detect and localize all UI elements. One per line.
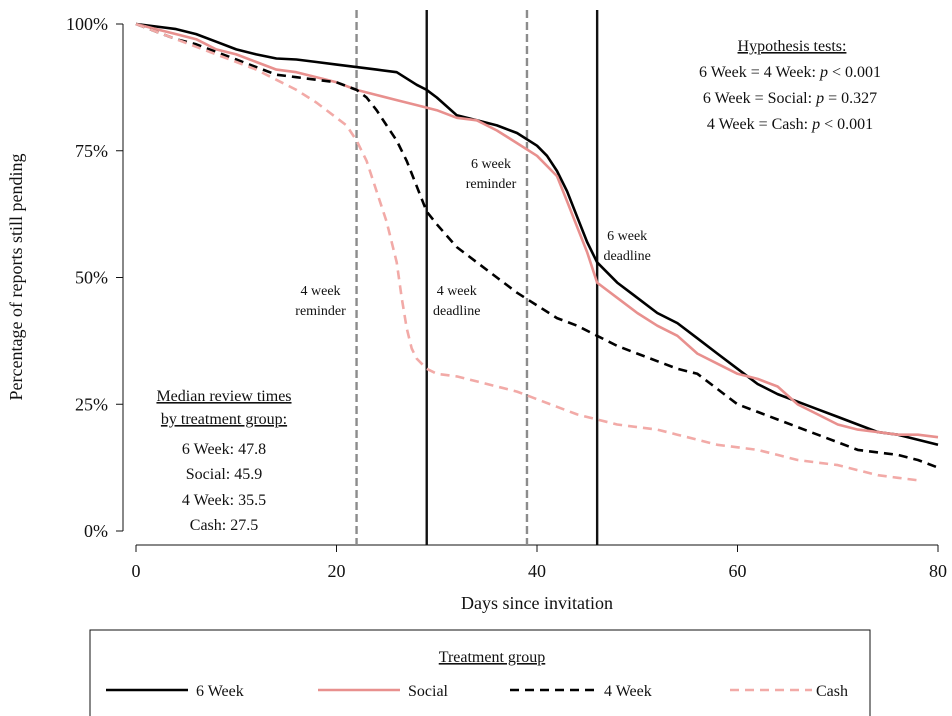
x-tick-label: 0 [132,561,141,581]
reference-line-label: deadline [433,304,480,319]
legend: Treatment group 6 Week Social 4 Week Cash [89,629,871,716]
x-tick-label: 80 [929,561,947,581]
x-axis-title: Days since invitation [461,593,613,613]
y-tick-label: 50% [75,268,108,288]
series-line-4-week [135,22,939,469]
y-tick-label: 0% [84,521,108,541]
tick-labels: 0 20 40 60 80 0% 25% 50% 75% 100% [66,14,947,581]
series-line-6-week [135,22,939,447]
median-social: Social: 45.9 [186,466,262,483]
y-tick-label: 100% [66,14,108,34]
y-tick-label: 25% [75,394,108,414]
median-title-line-2: by treatment group: [161,411,287,428]
legend-label: Social [408,683,449,700]
median-cash: Cash: 27.5 [190,517,258,534]
legend-label: 6 Week [196,683,244,700]
hypothesis-tests-box: Hypothesis tests: 6 Week = 4 Week: p < 0… [699,38,881,133]
reference-line-labels: 4 week reminder 4 week deadline 6 week remind… [295,157,651,319]
reference-line-label: reminder [295,304,346,319]
median-4-week: 4 Week: 35.5 [182,492,266,509]
reference-line-label: 6 week [471,157,511,172]
reference-line-label: 4 week [437,284,477,299]
series-line-cash [135,22,919,482]
series-lines [135,22,939,482]
median-6-week: 6 Week: 47.8 [182,441,266,458]
median-times-box: Median review times by treatment group: … [156,388,291,534]
y-tick-label: 75% [75,141,108,161]
y-axis-title: Percentage of reports still pending [6,154,26,401]
x-tick-label: 20 [328,561,346,581]
legend-label: Cash [816,683,848,700]
hypothesis-test-line: 6 Week = Social: p = 0.327 [703,90,877,107]
reference-lines [355,10,599,545]
x-tick-label: 40 [528,561,546,581]
reference-line-label: deadline [603,249,650,264]
reference-line-label: reminder [466,177,517,192]
median-title-line-1: Median review times [156,388,291,405]
legend-label: 4 Week [604,683,652,700]
x-tick-label: 60 [729,561,747,581]
legend-title: Treatment group [439,649,546,666]
legend-frame [89,629,871,716]
reference-line-label: 4 week [301,284,341,299]
hypothesis-test-line: 4 Week = Cash: p < 0.001 [707,116,873,133]
series-line-social [135,22,939,439]
hypothesis-test-line: 6 Week = 4 Week: p < 0.001 [699,64,881,81]
hypothesis-tests-title: Hypothesis tests: [738,38,847,55]
reference-line-label: 6 week [607,229,647,244]
